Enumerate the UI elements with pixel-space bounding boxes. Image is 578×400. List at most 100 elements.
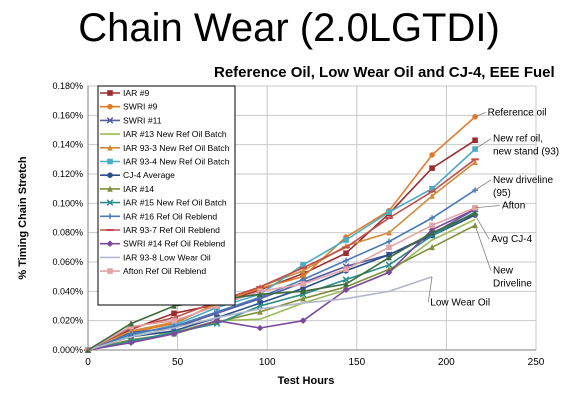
legend-entry: CJ-4 Average bbox=[100, 170, 175, 180]
legend-label: CJ-4 Average bbox=[123, 170, 175, 180]
data-point bbox=[214, 303, 220, 309]
annotation: New Driveline bbox=[474, 225, 532, 290]
data-point bbox=[107, 213, 113, 220]
legend-label: IAR #9 bbox=[123, 88, 149, 98]
data-point bbox=[127, 339, 135, 346]
data-point bbox=[171, 317, 177, 324]
y-tick-label: 0.040% bbox=[52, 286, 83, 296]
legend: IAR #9 SWRI #9 SWRI #11 IAR #13 New Ref Oil… bbox=[100, 88, 230, 276]
data-point bbox=[386, 238, 392, 245]
data-point bbox=[386, 229, 392, 236]
data-point bbox=[429, 165, 435, 171]
data-point bbox=[106, 240, 114, 247]
x-tick-label: 50 bbox=[172, 357, 184, 368]
data-point bbox=[256, 324, 264, 332]
data-point bbox=[386, 244, 392, 251]
y-tick-label: 0.140% bbox=[52, 140, 83, 150]
data-point bbox=[300, 273, 306, 280]
data-point bbox=[343, 237, 349, 243]
data-point bbox=[343, 257, 349, 264]
x-tick-label: 100 bbox=[259, 357, 276, 368]
data-point bbox=[429, 229, 435, 236]
annotation-label: New ref oil, bbox=[493, 134, 543, 145]
y-tick-label: 0.120% bbox=[52, 169, 83, 179]
data-point bbox=[107, 144, 113, 151]
data-point bbox=[106, 117, 114, 124]
x-tick-label: 150 bbox=[348, 357, 365, 368]
data-point bbox=[300, 270, 306, 277]
data-point bbox=[429, 185, 435, 192]
chart-subtitle: Reference Oil, Low Wear Oil and CJ-4, EE… bbox=[214, 64, 555, 81]
data-point bbox=[170, 330, 178, 338]
x-tick-label: 0 bbox=[85, 357, 91, 368]
data-point bbox=[343, 266, 349, 273]
y-axis-title: % Timing Chain Stretch bbox=[17, 156, 29, 280]
y-tick-label: 0.160% bbox=[52, 110, 83, 120]
data-point bbox=[300, 295, 306, 302]
annotation-label: New driveline bbox=[493, 175, 553, 186]
annotation-leader bbox=[475, 205, 500, 209]
series-line bbox=[87, 206, 476, 351]
x-tick-label: 200 bbox=[438, 357, 455, 368]
data-point bbox=[213, 317, 221, 324]
annotation: Reference oil bbox=[474, 107, 547, 118]
data-point bbox=[343, 250, 349, 256]
data-point bbox=[214, 309, 220, 315]
data-point bbox=[128, 327, 134, 334]
annotation-label: New bbox=[493, 266, 514, 277]
data-point bbox=[342, 276, 350, 283]
legend-entry: IAR #13 New Ref Oil Batch bbox=[100, 129, 227, 139]
legend-label: IAR 93-8 Low Wear Oil bbox=[123, 252, 211, 262]
annotation-leader bbox=[474, 214, 490, 240]
series-line bbox=[87, 275, 433, 351]
legend-label: SWRI #11 bbox=[123, 115, 162, 125]
y-tick-label: 0.180% bbox=[52, 81, 83, 91]
legend-entry: SWRI #14 Ref Oil Reblend bbox=[100, 239, 225, 249]
series-line bbox=[87, 208, 476, 351]
series-line bbox=[87, 212, 476, 351]
legend-entry: SWRI #11 bbox=[100, 115, 162, 125]
legend-label: IAR 93-7 Ref Oil Reblend bbox=[123, 225, 220, 235]
legend-entry: SWRI #9 bbox=[100, 102, 158, 112]
data-point bbox=[257, 290, 263, 298]
data-point bbox=[300, 281, 306, 287]
annotation-label: Avg CJ-4 bbox=[491, 234, 532, 245]
y-tick-label: 0.020% bbox=[52, 316, 83, 326]
annotation-leader bbox=[427, 276, 433, 303]
legend-entry: IAR 93-3 New Ref Oil Batch bbox=[100, 143, 230, 153]
data-point bbox=[472, 137, 478, 144]
data-point bbox=[429, 152, 435, 158]
annotation: New driveline (95) bbox=[474, 175, 553, 199]
annotation-label: Reference oil bbox=[488, 107, 547, 118]
y-tick-label: 0.080% bbox=[52, 228, 83, 238]
data-point bbox=[300, 288, 306, 295]
legend-entry: IAR #9 bbox=[100, 88, 149, 98]
legend-entry: IAR 93-7 Ref Oil Reblend bbox=[100, 225, 220, 235]
annotation-leader bbox=[474, 225, 492, 271]
slide-title: Chain Wear (2.0LGTDI) bbox=[78, 6, 500, 50]
y-tick-label: 0.060% bbox=[52, 257, 83, 267]
legend-entry: IAR #16 Ref Oil Reblend bbox=[100, 211, 217, 221]
x-axis-title: Test Hours bbox=[278, 375, 335, 387]
legend-entry: IAR 93-8 Low Wear Oil bbox=[100, 252, 211, 262]
data-point bbox=[472, 210, 478, 217]
data-point bbox=[472, 158, 478, 166]
legend-entry: IAR 93-4 New Ref Oil Batch bbox=[100, 157, 230, 167]
annotation: New ref oil, new stand (93) bbox=[474, 134, 559, 158]
legend-label: SWRI #14 Ref Oil Reblend bbox=[123, 239, 225, 249]
data-point bbox=[385, 261, 393, 269]
legend-label: IAR #14 bbox=[123, 184, 154, 194]
data-point bbox=[385, 268, 393, 276]
annotation: Avg CJ-4 bbox=[474, 214, 533, 245]
series-line bbox=[87, 116, 476, 351]
data-point bbox=[128, 320, 134, 327]
data-point bbox=[429, 244, 435, 251]
data-point bbox=[128, 331, 134, 337]
legend-entry: IAR #15 New Ref Oil Batch bbox=[100, 198, 227, 208]
data-point bbox=[343, 280, 349, 287]
annotation-label: Afton bbox=[502, 200, 525, 211]
data-point bbox=[107, 268, 113, 274]
data-point bbox=[386, 254, 392, 261]
data-point bbox=[429, 192, 435, 199]
